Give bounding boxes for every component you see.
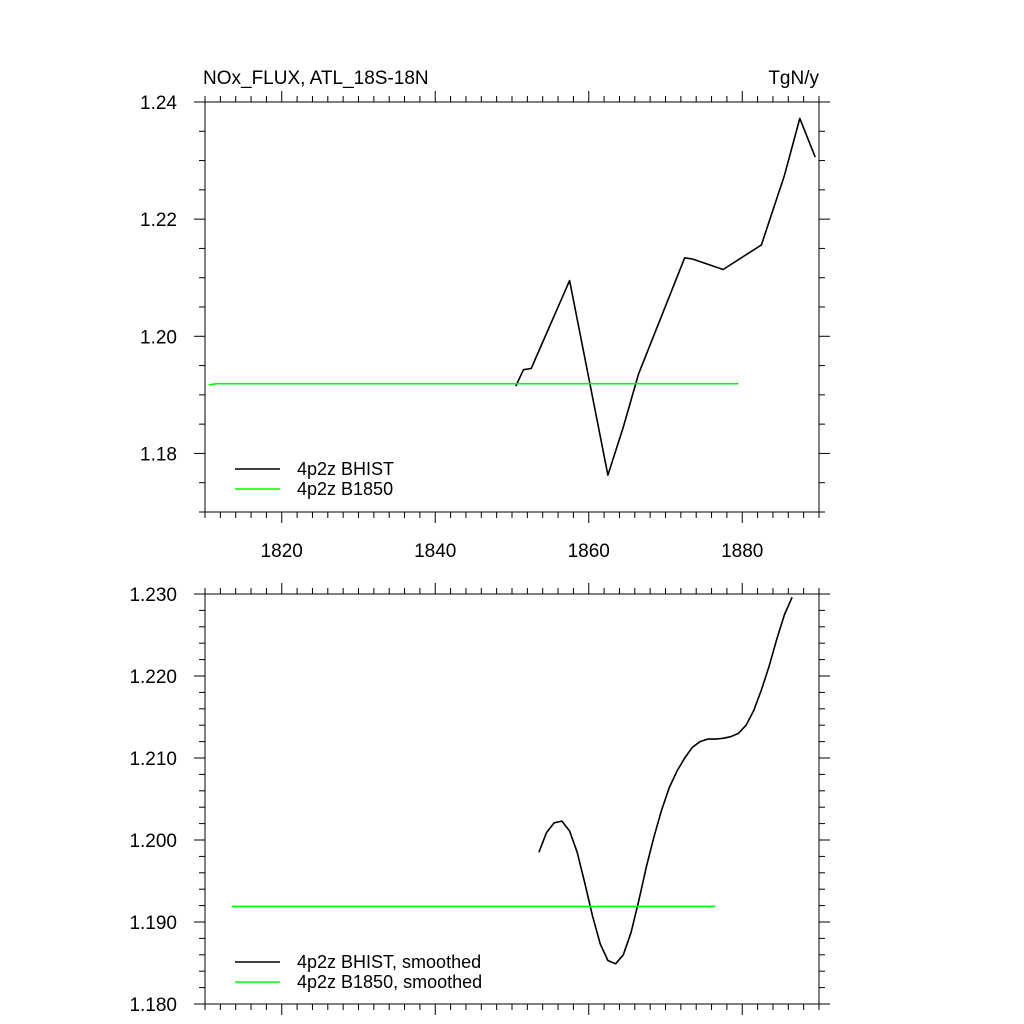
bottom-panel: 1.180 1.190 1.200 1.210 1.220 1.230 4p2z BHIST…: [129, 583, 830, 1016]
y-tick-label: 1.230: [129, 585, 177, 606]
y-tick-label: 1.180: [129, 995, 177, 1016]
y-tick-label: 1.22: [140, 210, 177, 231]
plot-frame: [204, 593, 820, 1005]
series-line: [208, 382, 739, 386]
y-tick-label: 1.18: [140, 444, 177, 465]
x-tick-label: 1860: [568, 541, 610, 562]
y-tick-label: 1.24: [140, 93, 177, 114]
series-line: [515, 117, 816, 476]
units-label: TgN/y: [768, 68, 819, 89]
y-tick-label: 1.220: [129, 667, 177, 688]
x-tick-label: 1880: [721, 541, 763, 562]
y-tick-label: 1.190: [129, 913, 177, 934]
x-tick-label: 1840: [414, 541, 456, 562]
y-tick-label: 1.20: [140, 327, 177, 348]
legend-label: 4p2z B1850: [297, 479, 393, 499]
x-tick-label: 1820: [261, 541, 303, 562]
y-tick-label: 1.210: [129, 749, 177, 770]
chart-title: NOx_FLUX, ATL_18S-18N: [203, 68, 429, 89]
legend-label: 4p2z BHIST: [297, 459, 394, 479]
legend-label: 4p2z B1850, smoothed: [297, 972, 482, 992]
top-panel: 1820 1840 1860 1880 1.18 1.20 1.22 1.24 NOx_FLUX…: [140, 68, 830, 562]
plot-frame: [204, 101, 820, 513]
series-line: [538, 596, 793, 965]
y-tick-label: 1.200: [129, 831, 177, 852]
legend-label: 4p2z BHIST, smoothed: [297, 952, 481, 972]
